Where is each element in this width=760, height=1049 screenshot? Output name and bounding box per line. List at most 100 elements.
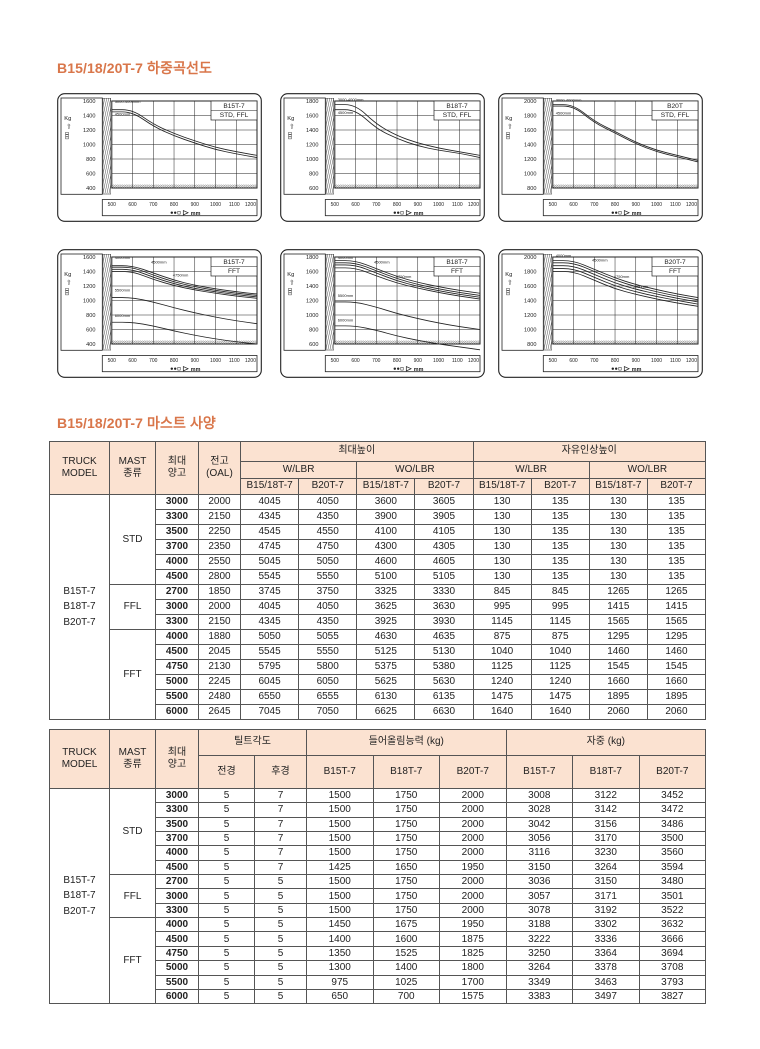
svg-text:1200: 1200 — [524, 157, 536, 163]
svg-text:1200: 1200 — [524, 313, 536, 319]
svg-text:5500mm: 5500mm — [115, 288, 131, 293]
svg-text:600: 600 — [351, 358, 360, 364]
svg-text:400: 400 — [86, 186, 95, 192]
svg-text:1000: 1000 — [651, 358, 662, 364]
svg-text:4000mm: 4000mm — [115, 255, 131, 260]
svg-text:800: 800 — [393, 358, 402, 364]
svg-text:Kg: Kg — [287, 116, 294, 122]
svg-text:Kg: Kg — [64, 272, 71, 278]
svg-text:1100: 1100 — [452, 202, 463, 208]
svg-text:1400: 1400 — [306, 128, 318, 134]
svg-text:800: 800 — [170, 202, 179, 208]
svg-text:600: 600 — [128, 202, 137, 208]
svg-text:B20T-7: B20T-7 — [664, 259, 686, 266]
svg-text:1100: 1100 — [229, 358, 240, 364]
svg-text:4750mm: 4750mm — [173, 273, 189, 278]
svg-text:700: 700 — [590, 202, 599, 208]
svg-text:900: 900 — [414, 358, 423, 364]
svg-text:1400: 1400 — [306, 284, 318, 290]
svg-text:mm: mm — [191, 367, 201, 373]
svg-text:1600: 1600 — [524, 284, 536, 290]
svg-text:1200: 1200 — [306, 298, 318, 304]
svg-text:800: 800 — [393, 202, 402, 208]
svg-text:1200: 1200 — [245, 202, 256, 208]
svg-text:900: 900 — [191, 202, 200, 208]
svg-text:1000: 1000 — [83, 298, 95, 304]
svg-text:700: 700 — [372, 202, 381, 208]
svg-text:500: 500 — [549, 358, 558, 364]
svg-text:800: 800 — [170, 358, 179, 364]
svg-text:800: 800 — [309, 171, 318, 177]
svg-text:1100: 1100 — [452, 358, 463, 364]
svg-text:Kg: Kg — [64, 116, 71, 122]
svg-text:3000-4000mm: 3000-4000mm — [338, 97, 364, 102]
svg-text:1200: 1200 — [468, 358, 479, 364]
svg-text:mm: mm — [414, 211, 424, 217]
svg-text:700: 700 — [590, 358, 599, 364]
svg-text:1800: 1800 — [306, 255, 318, 261]
svg-text:6000mm: 6000mm — [338, 317, 354, 322]
svg-text:4750mm: 4750mm — [614, 274, 630, 279]
svg-text:1000: 1000 — [651, 202, 662, 208]
svg-text:1400: 1400 — [83, 113, 95, 119]
svg-text:1100: 1100 — [229, 202, 240, 208]
svg-text:3000-4000mm: 3000-4000mm — [115, 99, 141, 104]
svg-text:6000mm: 6000mm — [115, 313, 131, 318]
svg-text:800: 800 — [527, 186, 536, 192]
svg-text:4500mm: 4500mm — [374, 259, 390, 264]
svg-text:900: 900 — [191, 358, 200, 364]
svg-text:⇧: ⇧ — [66, 123, 72, 131]
svg-text:900: 900 — [414, 202, 423, 208]
svg-text:1600: 1600 — [83, 99, 95, 105]
svg-text:1100: 1100 — [670, 358, 681, 364]
svg-text:⇧: ⇧ — [289, 279, 295, 287]
svg-text:1200: 1200 — [686, 202, 697, 208]
svg-text:B18T-7: B18T-7 — [446, 259, 468, 266]
svg-text:1000: 1000 — [210, 358, 221, 364]
svg-text:1200: 1200 — [83, 284, 95, 290]
svg-text:1600: 1600 — [83, 255, 95, 261]
svg-text:800: 800 — [611, 202, 620, 208]
svg-text:500: 500 — [549, 202, 558, 208]
svg-text:1000: 1000 — [433, 202, 444, 208]
svg-text:Kg: Kg — [505, 272, 512, 278]
svg-text:mm: mm — [414, 367, 424, 373]
svg-text:FFT: FFT — [669, 268, 681, 275]
svg-text:5500mm: 5500mm — [338, 293, 354, 298]
svg-text:3000-4000mm: 3000-4000mm — [556, 97, 582, 102]
svg-text:⇧: ⇧ — [507, 279, 513, 287]
svg-text:800: 800 — [86, 313, 95, 319]
svg-text:1200: 1200 — [306, 142, 318, 148]
svg-text:1800: 1800 — [524, 269, 536, 275]
svg-text:1600: 1600 — [306, 113, 318, 119]
svg-text:1000: 1000 — [524, 327, 536, 333]
svg-text:2000: 2000 — [524, 255, 536, 261]
svg-text:500: 500 — [331, 202, 340, 208]
svg-text:1400: 1400 — [524, 142, 536, 148]
svg-text:900: 900 — [632, 358, 641, 364]
svg-text:FFT: FFT — [451, 268, 463, 275]
svg-text:1600: 1600 — [524, 128, 536, 134]
svg-text:700: 700 — [372, 358, 381, 364]
svg-text:1800: 1800 — [524, 113, 536, 119]
svg-text:4750mm: 4750mm — [396, 274, 412, 279]
svg-text:B15T-7: B15T-7 — [223, 103, 245, 110]
svg-text:400: 400 — [86, 342, 95, 348]
svg-text:1200: 1200 — [83, 128, 95, 134]
svg-text:mm: mm — [632, 367, 642, 373]
svg-text:1600: 1600 — [306, 269, 318, 275]
svg-text:4500mm: 4500mm — [556, 111, 572, 116]
svg-text:B15T-7: B15T-7 — [223, 259, 245, 266]
svg-text:500: 500 — [108, 358, 117, 364]
svg-text:800: 800 — [309, 327, 318, 333]
svg-text:B18T-7: B18T-7 — [446, 103, 468, 110]
svg-text:4500mm: 4500mm — [115, 111, 131, 116]
svg-text:1400: 1400 — [524, 298, 536, 304]
svg-text:1000: 1000 — [306, 313, 318, 319]
svg-text:2000: 2000 — [524, 99, 536, 105]
svg-text:1800: 1800 — [306, 99, 318, 105]
svg-text:STD, FFL: STD, FFL — [220, 112, 249, 119]
svg-text:4500mm: 4500mm — [592, 257, 608, 262]
svg-text:600: 600 — [569, 358, 578, 364]
svg-text:800: 800 — [527, 342, 536, 348]
